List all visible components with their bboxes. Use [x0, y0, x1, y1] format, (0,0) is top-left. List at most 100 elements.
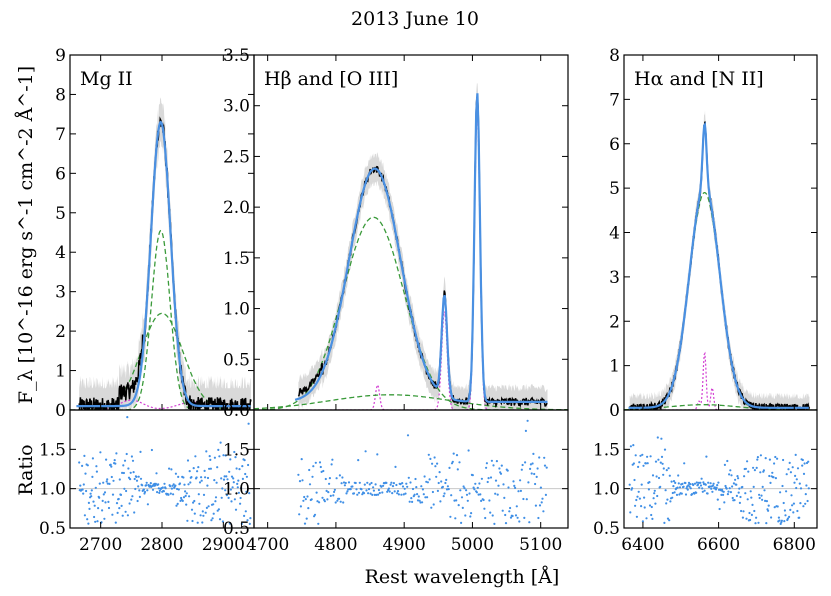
- ratio-point: [538, 456, 541, 459]
- ratio-point: [367, 488, 371, 491]
- ratio-point: [451, 460, 454, 463]
- ratio-point: [662, 473, 665, 476]
- ratio-point: [108, 482, 111, 485]
- ratio-point: [540, 501, 543, 504]
- ratio-point: [393, 490, 396, 493]
- ratio-point: [509, 506, 512, 510]
- ratio-point: [430, 506, 433, 509]
- ratio-point: [761, 498, 764, 501]
- ratio-tick-label: 1.0: [39, 480, 66, 500]
- ratio-point: [635, 498, 638, 502]
- ratio-point: [175, 504, 178, 507]
- ratio-point: [107, 506, 111, 510]
- ratio-point: [388, 490, 391, 493]
- ratio-point: [118, 478, 121, 481]
- y-tick-label: 2: [609, 312, 620, 332]
- ratio-point: [672, 485, 675, 488]
- ratio-point: [109, 463, 112, 466]
- ratio-point: [675, 493, 679, 496]
- ratio-point: [731, 485, 734, 488]
- ratio-point: [358, 481, 361, 484]
- ratio-point: [135, 479, 139, 482]
- ratio-point: [206, 476, 210, 480]
- ratio-point: [197, 493, 200, 496]
- ratio-point: [88, 507, 91, 510]
- ratio-point: [192, 467, 195, 470]
- ratio-point: [341, 476, 344, 479]
- ratio-point: [382, 484, 385, 487]
- y-tick-label: 1: [609, 357, 620, 377]
- ratio-point: [639, 454, 642, 457]
- ratio-point: [221, 487, 224, 490]
- ratio-point: [305, 517, 308, 520]
- ratio-point: [244, 472, 247, 476]
- ratio-point: [304, 498, 307, 501]
- ratio-point: [744, 492, 747, 495]
- ratio-point: [114, 521, 117, 524]
- ratio-point: [94, 486, 97, 489]
- ratio-point: [354, 481, 357, 485]
- ratio-point: [232, 477, 235, 480]
- ratio-point: [467, 449, 470, 452]
- ratio-point: [177, 475, 180, 478]
- ratio-point: [726, 493, 730, 496]
- ratio-point: [372, 489, 375, 492]
- ratio-point: [201, 510, 204, 513]
- ratio-point: [157, 487, 160, 490]
- ratio-point: [115, 502, 119, 505]
- ratio-point: [736, 475, 739, 478]
- ratio-point: [335, 477, 338, 480]
- ratio-point: [805, 484, 808, 487]
- ratio-point: [93, 515, 96, 519]
- ratio-point: [303, 495, 306, 499]
- ratio-point: [477, 493, 480, 496]
- ratio-point: [399, 483, 402, 486]
- ratio-point: [460, 496, 464, 499]
- ratio-point: [121, 514, 124, 517]
- ratio-point: [298, 480, 302, 483]
- ratio-point: [529, 467, 532, 470]
- y-tick-label: 3: [55, 283, 66, 303]
- ratio-point: [785, 490, 788, 493]
- ratio-point: [806, 499, 809, 503]
- ratio-point: [203, 469, 206, 472]
- ratio-point: [637, 490, 640, 493]
- ratio-point: [240, 522, 243, 526]
- ratio-point: [328, 477, 331, 480]
- ratio-point: [536, 467, 539, 470]
- ratio-point: [170, 487, 173, 490]
- ratio-point: [795, 486, 798, 490]
- ratio-point: [524, 429, 528, 432]
- ratio-point: [303, 522, 307, 525]
- ratio-point: [420, 485, 423, 488]
- ratio-point: [218, 518, 222, 521]
- ratio-point: [762, 469, 766, 472]
- ratio-point: [391, 492, 394, 495]
- ratio-point: [706, 492, 709, 495]
- ratio-point: [225, 494, 228, 497]
- ratio-point: [746, 460, 749, 463]
- ratio-point: [411, 500, 414, 503]
- ratio-point: [204, 476, 207, 479]
- x-tick-label: 4700: [246, 535, 289, 555]
- ratio-point: [457, 504, 460, 507]
- ratio-point: [660, 455, 664, 458]
- ratio-point: [654, 460, 658, 463]
- ratio-point: [93, 504, 96, 507]
- ratio-point: [231, 486, 234, 489]
- ratio-point: [530, 472, 533, 475]
- ratio-point: [400, 493, 403, 496]
- y-tick-label: 6: [55, 164, 66, 184]
- ratio-point: [224, 489, 227, 492]
- y-tick-label: 1.5: [223, 249, 250, 269]
- y-tick-label: 7: [609, 90, 620, 110]
- ratio-point: [450, 494, 453, 497]
- ratio-point: [731, 496, 734, 500]
- ratio-point: [807, 460, 810, 463]
- ratio-point: [671, 496, 674, 499]
- ratio-point: [101, 499, 104, 502]
- ratio-point: [507, 486, 510, 489]
- ratio-point: [193, 512, 196, 515]
- ratio-point: [197, 466, 200, 469]
- ratio-point: [711, 484, 715, 487]
